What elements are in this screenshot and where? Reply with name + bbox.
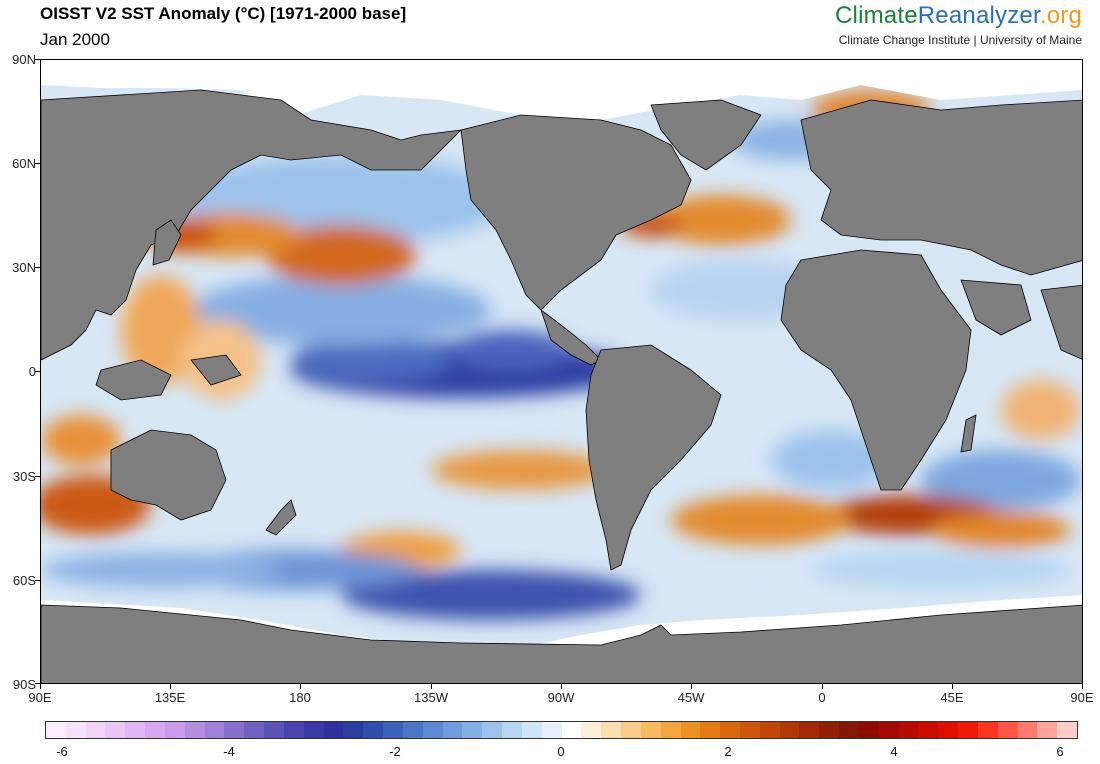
colorbar-swatch: [541, 722, 562, 738]
colorbar-swatch: [858, 722, 879, 738]
colorbar-swatch: [819, 722, 840, 738]
lat-label-90n: 90N: [12, 52, 36, 67]
lon-label-90e-left: 90E: [28, 690, 52, 705]
lon-label-90w: 90W: [547, 690, 575, 705]
colorbar-swatch: [363, 722, 384, 738]
colorbar-swatch: [502, 722, 522, 738]
colorbar-swatch: [244, 722, 265, 738]
lon-label-135e: 135E: [154, 690, 186, 705]
colorbar-label-4: 4: [890, 744, 898, 759]
colorbar-swatch: [264, 722, 284, 738]
colorbar-swatch: [720, 722, 740, 738]
colorbar-swatch: [898, 722, 919, 738]
map-canvas: [41, 60, 1082, 683]
lat-label-60n: 60N: [12, 156, 36, 171]
colorbar-swatch: [303, 722, 324, 738]
lon-label-180: 180: [289, 690, 311, 705]
lat-label-60s: 60S: [12, 573, 36, 588]
colorbar-swatch: [283, 722, 304, 738]
colorbar-swatch: [224, 722, 245, 738]
colorbar-swatch: [839, 722, 859, 738]
colorbar-swatch: [46, 722, 66, 738]
brand-logo-part-reanalyzer: Reanalyzer: [917, 2, 1040, 29]
arctic-sea-ice: [41, 60, 1082, 120]
colorbar-swatch: [521, 722, 542, 738]
map-date: Jan 2000: [40, 30, 110, 49]
lon-label-135w: 135W: [414, 690, 448, 705]
lon-label-0: 0: [818, 690, 826, 705]
colorbar-swatch: [779, 722, 800, 738]
colorbar-swatch: [1037, 722, 1058, 738]
colorbar-swatch: [184, 722, 205, 738]
colorbar-swatch: [65, 722, 86, 738]
colorbar-swatch: [204, 722, 225, 738]
colorbar: [45, 721, 1078, 739]
colorbar-swatch: [977, 722, 998, 738]
brand-subtitle: Climate Change Institute | University of…: [838, 33, 1082, 47]
colorbar-swatch: [105, 722, 126, 738]
lat-label-30s: 30S: [12, 469, 36, 484]
colorbar-swatch: [164, 722, 185, 738]
colorbar-swatch: [462, 722, 483, 738]
colorbar-swatch: [343, 722, 364, 738]
colorbar-swatch: [383, 722, 403, 738]
lat-label-0: 0: [28, 364, 36, 379]
colorbar-swatch: [918, 722, 939, 738]
colorbar-swatch: [621, 722, 641, 738]
brand-logo-part-org: .org: [1039, 2, 1082, 29]
colorbar-swatch: [1017, 722, 1038, 738]
colorbar-swatch: [700, 722, 721, 738]
colorbar-swatch: [1057, 722, 1078, 738]
sst-anomaly-map[interactable]: [40, 59, 1083, 684]
lat-label-30n: 30N: [12, 260, 36, 275]
brand-logo[interactable]: ClimateReanalyzer.org: [835, 2, 1082, 30]
colorbar-swatch: [640, 722, 661, 738]
colorbar-swatch: [442, 722, 463, 738]
colorbar-swatch: [739, 722, 760, 738]
colorbar-swatch: [323, 722, 344, 738]
colorbar-swatch: [759, 722, 780, 738]
colorbar-label-neg6: -6: [56, 744, 68, 759]
colorbar-swatch: [660, 722, 681, 738]
colorbar-swatch: [482, 722, 503, 738]
colorbar-label-neg2: -2: [389, 744, 401, 759]
colorbar-label-2: 2: [724, 744, 732, 759]
lon-label-45w: 45W: [677, 690, 705, 705]
colorbar-swatch: [581, 722, 602, 738]
colorbar-swatch: [997, 722, 1018, 738]
land-masses: [41, 89, 1082, 683]
map-title: OISST V2 SST Anomaly (°C) [1971-2000 bas…: [40, 4, 407, 23]
colorbar-swatch: [561, 722, 582, 738]
colorbar-swatch: [878, 722, 899, 738]
anomaly-field: [41, 90, 1081, 620]
colorbar-swatch: [601, 722, 622, 738]
colorbar-label-neg4: -4: [223, 744, 235, 759]
colorbar-swatch: [125, 722, 146, 738]
colorbar-swatch: [680, 722, 701, 738]
brand-logo-part-climate: Climate: [835, 2, 918, 29]
colorbar-swatch: [938, 722, 959, 738]
colorbar-swatch: [145, 722, 165, 738]
colorbar-swatch: [402, 722, 423, 738]
colorbar-swatch: [85, 722, 106, 738]
lat-label-90s: 90S: [12, 677, 36, 692]
colorbar-swatch: [422, 722, 443, 738]
colorbar-swatch: [799, 722, 820, 738]
lon-label-45e: 45E: [940, 690, 964, 705]
colorbar-swatch: [958, 722, 978, 738]
colorbar-label-0: 0: [557, 744, 565, 759]
colorbar-label-6: 6: [1056, 744, 1064, 759]
lon-label-90e-right: 90E: [1070, 690, 1094, 705]
